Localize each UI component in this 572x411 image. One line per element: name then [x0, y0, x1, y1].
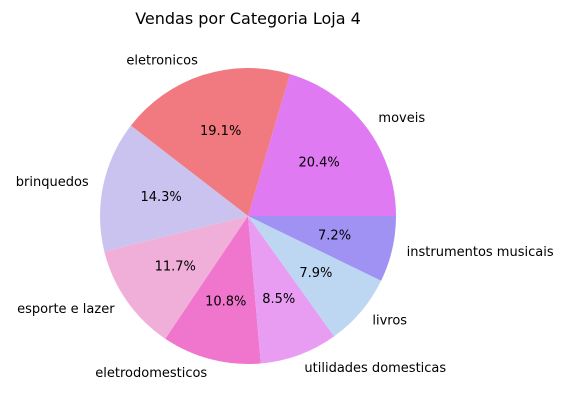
pct-label-eletrodomesticos: 10.8%: [205, 294, 246, 309]
pct-label-brinquedos: 14.3%: [140, 190, 181, 205]
pie-slice-moveis: [248, 74, 397, 216]
pie-labels: 20.4% moveis 19.1% eletronicos 14.3% brinqued…: [16, 54, 554, 382]
pie-slice-livros: [248, 216, 382, 337]
chart-title: Vendas por Categoria Loja 4: [135, 9, 361, 28]
pie-slice-utilidades-domesticas: [248, 216, 335, 364]
slice-label-instrumentos-musicais: instrumentos musicais: [407, 245, 554, 260]
pie-slice-esporte-e-lazer: [104, 216, 248, 339]
slice-label-esporte-e-lazer: esporte e lazer: [17, 302, 115, 317]
pct-label-eletronicos: 19.1%: [200, 124, 241, 139]
slice-label-brinquedos: brinquedos: [16, 175, 89, 190]
pie-slices: [100, 68, 397, 364]
pie-slice-eletronicos: [130, 68, 291, 217]
pct-label-moveis: 20.4%: [298, 155, 339, 170]
slice-label-eletrodomesticos: eletrodomesticos: [95, 366, 207, 381]
slice-label-livros: livros: [372, 314, 407, 329]
pie-slice-eletrodomesticos: [165, 216, 261, 364]
slice-label-utilidades-domesticas: utilidades domesticas: [304, 361, 446, 376]
pct-label-instrumentos-musicais: 7.2%: [318, 228, 351, 243]
pct-label-livros: 7.9%: [299, 266, 332, 281]
pie-slice-instrumentos-musicais: [248, 216, 397, 281]
pie-slice-brinquedos: [100, 125, 248, 252]
pct-label-utilidades-domesticas: 8.5%: [262, 292, 295, 307]
pct-label-esporte-e-lazer: 11.7%: [155, 259, 196, 274]
slice-label-eletronicos: eletronicos: [126, 54, 198, 69]
slice-label-moveis: moveis: [378, 111, 425, 126]
